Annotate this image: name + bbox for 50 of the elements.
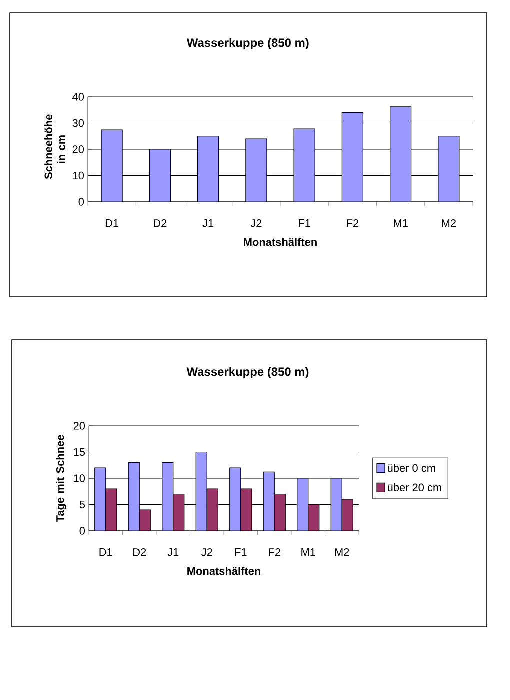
- y-tick-label: 10: [73, 172, 84, 180]
- x-tick-label: F1: [299, 220, 310, 228]
- x-tick-label: J1: [202, 220, 214, 228]
- x-tick-label: F2: [269, 548, 280, 556]
- bar: [173, 494, 185, 532]
- bar: [230, 468, 242, 532]
- x-axis-title: Monatshälften: [244, 238, 317, 246]
- y-tick-label: 20: [74, 422, 86, 430]
- y-tick-label: 5: [80, 500, 86, 509]
- y-axis-title: Tage mit Schnee: [56, 435, 66, 522]
- x-tick-label: D1: [106, 220, 119, 228]
- bar: [128, 462, 140, 532]
- bar: [162, 462, 174, 532]
- chart-title: Wasserkuppe (850 m): [186, 367, 309, 379]
- y-tick-label: 0: [78, 198, 84, 206]
- x-axis-title: Monatshälften: [188, 567, 260, 576]
- x-tick-label: J1: [168, 548, 179, 556]
- bar: [342, 499, 354, 532]
- bar: [139, 510, 151, 532]
- legend-label: über 0 cm: [388, 464, 436, 472]
- bar: [274, 494, 286, 532]
- y-tick-label: 20: [72, 146, 84, 154]
- bar: [308, 504, 320, 532]
- y-tick-label: 30: [72, 119, 84, 128]
- bar: [330, 478, 342, 532]
- x-tick-label: M1: [394, 220, 408, 228]
- bar: [240, 488, 252, 532]
- chart-title: Wasserkuppe (850 m): [186, 38, 309, 50]
- x-tick-label: M1: [302, 548, 316, 556]
- y-tick-label: 40: [72, 93, 84, 101]
- x-tick-label: D2: [154, 220, 167, 228]
- legend-label: über 20 cm: [388, 484, 442, 492]
- x-tick-label: M2: [335, 548, 350, 556]
- x-tick-label: J2: [250, 220, 262, 228]
- bar: [206, 488, 218, 532]
- x-tick-label: F2: [347, 220, 359, 228]
- bar: [196, 452, 208, 532]
- bar: [297, 478, 309, 532]
- y-axis-title: Schneehöhe in cm: [44, 114, 66, 180]
- x-tick-label: F1: [235, 548, 247, 556]
- bar: [94, 468, 106, 532]
- y-tick-label: 15: [74, 448, 86, 456]
- x-tick-label: M2: [442, 220, 456, 228]
- x-tick-label: J2: [202, 548, 212, 556]
- y-tick-label: 0: [80, 527, 86, 535]
- y-tick-label: 10: [74, 474, 86, 482]
- x-tick-label: D2: [134, 548, 146, 556]
- x-tick-label: D1: [100, 548, 112, 556]
- bar: [263, 472, 275, 532]
- bar: [106, 488, 118, 532]
